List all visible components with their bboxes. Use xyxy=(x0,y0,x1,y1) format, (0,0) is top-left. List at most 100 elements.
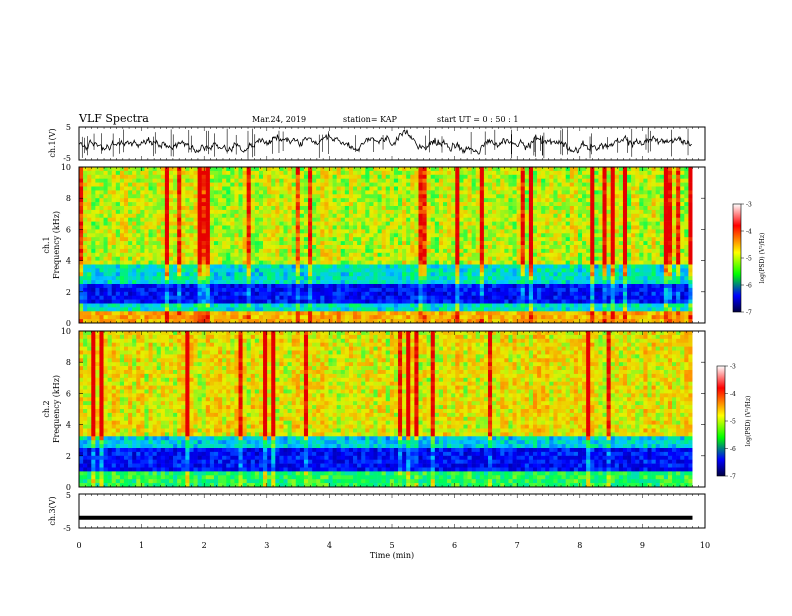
spectrogram-cell xyxy=(357,198,361,202)
spectrogram-cell xyxy=(615,226,619,230)
spectrogram-cell xyxy=(161,167,165,171)
spectrogram-cell xyxy=(672,175,676,179)
spectrogram-cell xyxy=(279,257,283,261)
spectrogram-cell xyxy=(194,210,198,214)
spectrogram-cell xyxy=(566,206,570,210)
spectrogram-cell xyxy=(333,222,337,226)
spectrogram-cell xyxy=(218,249,222,253)
spectrogram-cell xyxy=(263,261,267,265)
spectrogram-cell xyxy=(99,194,103,198)
spectrogram-cell xyxy=(582,257,586,261)
spectrogram-cell xyxy=(83,179,87,183)
spectrogram-cell xyxy=(320,214,324,218)
spectrogram-cell xyxy=(480,171,484,175)
spectrogram-cell xyxy=(324,292,328,296)
spectrogram-cell xyxy=(255,253,259,257)
spectrogram-cell xyxy=(345,284,349,288)
spectrogram-cell xyxy=(177,257,181,261)
spectrogram-cell xyxy=(136,222,140,226)
spectrogram-cell xyxy=(427,284,431,288)
spectrogram-cell xyxy=(647,241,651,245)
spectrogram-cell xyxy=(386,175,390,179)
spectrogram-cell xyxy=(124,190,128,194)
spectrogram-cell xyxy=(553,171,557,175)
spectrogram-cell xyxy=(283,276,287,280)
spectrogram-cell xyxy=(410,292,414,296)
spectrogram-cell xyxy=(517,288,521,292)
spectrogram-cell xyxy=(149,241,153,245)
spectrogram-cell xyxy=(558,280,562,284)
spectrogram-cell xyxy=(120,194,124,198)
spectrogram-cell xyxy=(664,233,668,237)
spectrogram-cell xyxy=(357,210,361,214)
spectrogram-cell xyxy=(439,175,443,179)
spectrogram-cell xyxy=(239,257,243,261)
spectrogram-cell xyxy=(185,206,189,210)
spectrogram-cell xyxy=(308,245,312,249)
spectrogram-cell xyxy=(451,265,455,269)
spectrogram-cell xyxy=(140,210,144,214)
spectrogram-cell xyxy=(292,237,296,241)
spectrogram-cell xyxy=(590,245,594,249)
spectrogram-cell xyxy=(652,268,656,272)
spectrogram-cell xyxy=(603,261,607,265)
spectrogram-cell xyxy=(480,280,484,284)
spectrogram-cell xyxy=(202,183,206,187)
spectrogram-cell xyxy=(234,253,238,257)
spectrogram-cell xyxy=(99,249,103,253)
spectrogram-cell xyxy=(124,233,128,237)
spectrogram-cell xyxy=(324,237,328,241)
spectrogram-cell xyxy=(149,261,153,265)
spectrogram-cell xyxy=(140,233,144,237)
spectrogram-cell xyxy=(652,194,656,198)
spectrogram-cell xyxy=(680,249,684,253)
spectrogram-cell xyxy=(95,179,99,183)
spectrogram-cell xyxy=(643,198,647,202)
spectrogram-cell xyxy=(267,202,271,206)
spectrogram-cell xyxy=(104,214,108,218)
spectrogram-cell xyxy=(333,253,337,257)
spectrogram-cell xyxy=(247,249,251,253)
spectrogram-cell xyxy=(521,237,525,241)
spectrogram-cell xyxy=(394,175,398,179)
spectrogram-cell xyxy=(631,226,635,230)
spectrogram-cell xyxy=(537,206,541,210)
spectrogram-cell xyxy=(304,198,308,202)
spectrogram-cell xyxy=(443,167,447,171)
spectrogram-cell xyxy=(361,229,365,233)
spectrogram-cell xyxy=(623,229,627,233)
spectrogram-cell xyxy=(459,198,463,202)
spectrogram-cell xyxy=(333,183,337,187)
spectrogram-cell xyxy=(202,245,206,249)
spectrogram-cell xyxy=(562,222,566,226)
spectrogram-cell xyxy=(488,226,492,230)
spectrogram-cell xyxy=(529,280,533,284)
spectrogram-cell xyxy=(639,202,643,206)
spectrogram-cell xyxy=(688,265,692,269)
spectrogram-cell xyxy=(345,229,349,233)
spectrogram-cell xyxy=(390,272,394,276)
spectrogram-cell xyxy=(99,261,103,265)
spectrogram-cell xyxy=(643,167,647,171)
spectrogram-cell xyxy=(643,202,647,206)
spectrogram-cell xyxy=(255,229,259,233)
spectrogram-cell xyxy=(619,229,623,233)
spectrogram-cell xyxy=(120,202,124,206)
spectrogram-cell xyxy=(578,288,582,292)
spectrogram-cell xyxy=(181,233,185,237)
spectrogram-cell xyxy=(476,257,480,261)
spectrogram-cell xyxy=(558,237,562,241)
spectrogram-cell xyxy=(484,198,488,202)
spectrogram-cell xyxy=(623,194,627,198)
spectrogram-cell xyxy=(324,183,328,187)
spectrogram-cell xyxy=(390,249,394,253)
spectrogram-cell xyxy=(545,198,549,202)
spectrogram-cell xyxy=(476,226,480,230)
spectrogram-cell xyxy=(431,288,435,292)
spectrogram-cell xyxy=(149,245,153,249)
spectrogram-cell xyxy=(684,202,688,206)
spectrogram-cell xyxy=(492,241,496,245)
spectrogram-cell xyxy=(423,265,427,269)
spectrogram-cell xyxy=(173,253,177,257)
spectrogram-cell xyxy=(132,171,136,175)
